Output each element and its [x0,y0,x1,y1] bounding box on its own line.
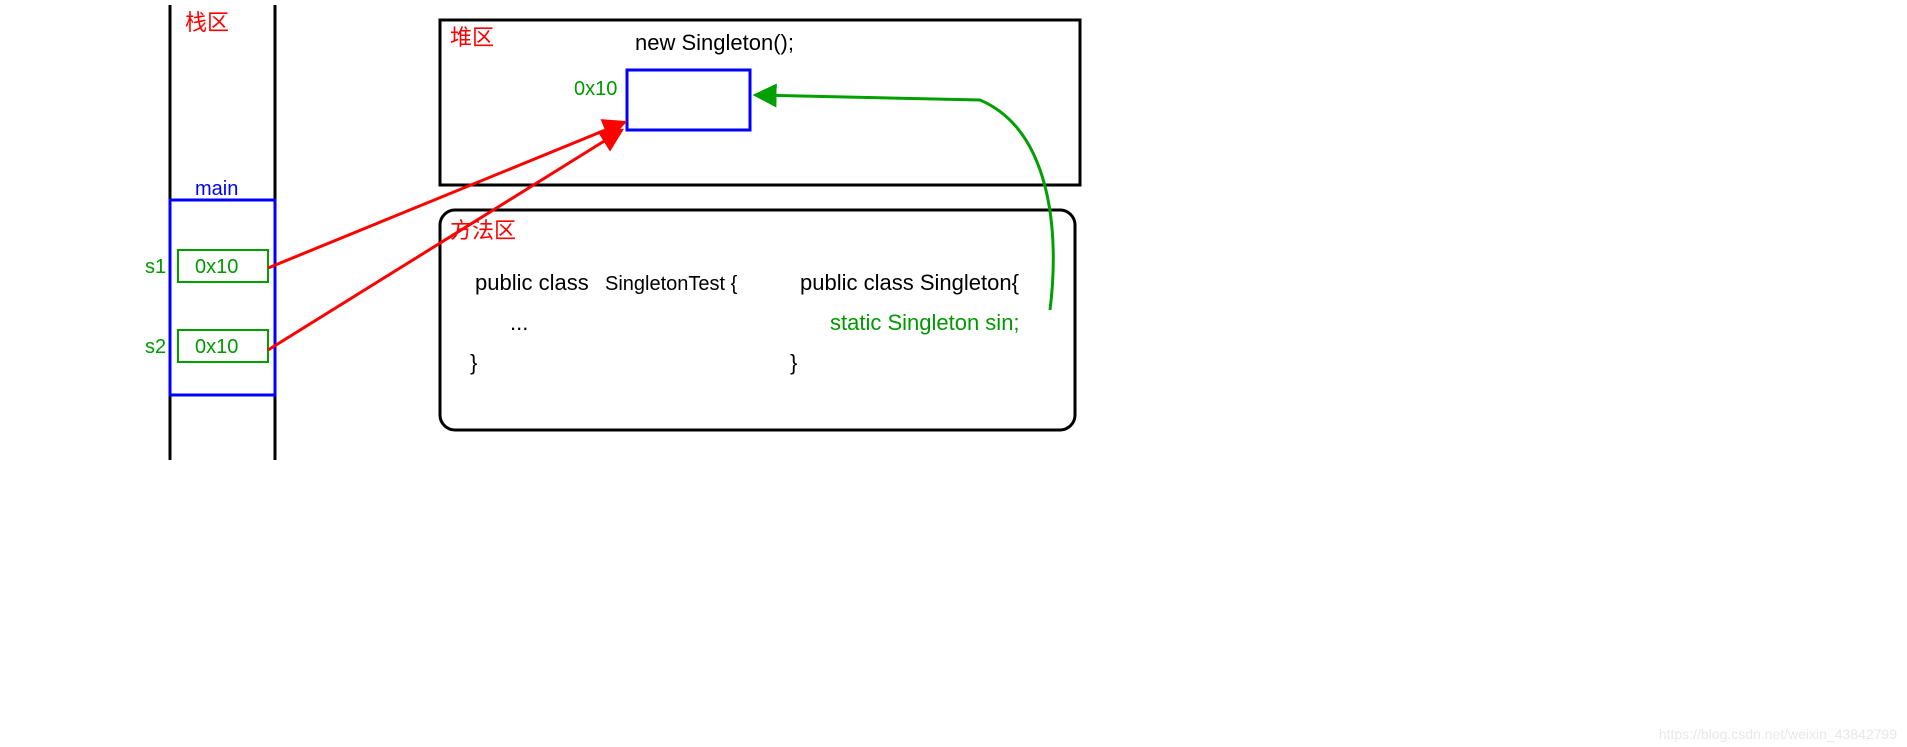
heap-singleton-box [627,70,750,130]
main-frame-box [170,200,275,395]
class1-close: } [470,350,477,375]
s2-label: s2 [145,336,166,358]
heap-area-label: 堆区 [450,25,494,50]
stack-area-label: 栈区 [185,10,229,35]
main-label: main [195,178,238,200]
arrow-s2-to-heap [268,130,622,350]
heap-addr-label: 0x10 [574,78,617,100]
s2-value: 0x10 [195,336,238,358]
s1-value: 0x10 [195,256,238,278]
class1-decl-b: SingletonTest { [605,273,738,295]
s1-label: s1 [145,256,166,278]
watermark: https://blog.csdn.net/weixin_43842799 [1659,726,1897,742]
class2-static: static Singleton sin; [830,310,1020,335]
arrow-s1-to-heap [268,122,625,268]
class2-decl: public class Singleton{ [800,270,1019,295]
heap-singleton-label: new Singleton(); [635,30,794,55]
class1-decl-a: public class [475,270,589,295]
class2-close: } [790,350,797,375]
class1-body: ... [510,310,528,335]
